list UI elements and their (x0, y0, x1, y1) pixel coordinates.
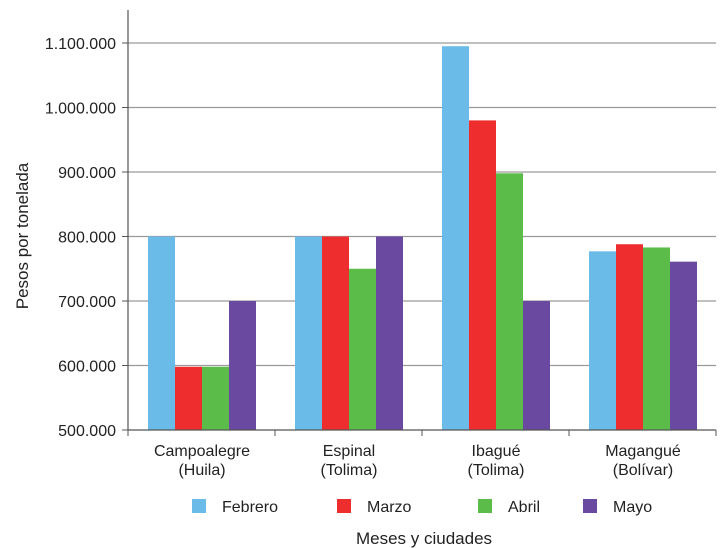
axes (127, 10, 717, 436)
legend: Febrero Marzo Abril Mayo (192, 499, 652, 516)
bar-marzo-2 (322, 236, 349, 430)
legend-label-mayo: Mayo (613, 499, 652, 516)
y-tick-label: 800.000 (58, 230, 116, 247)
y-axis-ticks: 500.000 600.000 700.000 800.000 900.000 1.000… (45, 36, 128, 440)
bar-febrero-1 (148, 236, 175, 430)
bar-mayo-3 (523, 301, 550, 430)
x-category-label: Espinal (323, 443, 375, 460)
bar-marzo-1 (175, 366, 202, 430)
bar-mayo-1 (229, 301, 256, 430)
y-tick-label: 1.000.000 (45, 101, 116, 118)
bars (148, 46, 697, 431)
x-category-sublabel: (Huila) (178, 462, 225, 479)
bar-abril-2 (349, 268, 376, 430)
bar-marzo-3 (469, 120, 496, 431)
x-category-label: Campoalegre (154, 443, 250, 460)
x-category-label: Magangué (605, 443, 681, 460)
bar-mayo-2 (376, 236, 403, 430)
legend-swatch-abril (478, 499, 492, 513)
legend-label-abril: Abril (508, 499, 540, 516)
bar-febrero-3 (442, 46, 469, 430)
bar-abril-1 (202, 366, 229, 430)
bar-febrero-2 (295, 236, 322, 430)
y-tick-label: 900.000 (58, 165, 116, 182)
bar-marzo-4 (616, 244, 643, 430)
y-tick-label: 1.100.000 (45, 36, 116, 53)
y-tick-label: 600.000 (58, 359, 116, 376)
y-axis-title: Pesos por tonelada (13, 162, 32, 309)
legend-swatch-febrero (192, 499, 206, 513)
legend-label-marzo: Marzo (367, 499, 412, 516)
y-tick-label: 700.000 (58, 294, 116, 311)
x-category-sublabel: (Bolívar) (613, 462, 673, 479)
bar-abril-4 (643, 247, 670, 430)
x-axis-categories: Campoalegre (Huila) Espinal (Tolima) Ibagué (… (154, 443, 681, 479)
x-category-label: Ibagué (472, 443, 521, 460)
x-axis-title: Meses y ciudades (356, 529, 492, 548)
bar-mayo-4 (670, 261, 697, 430)
legend-swatch-mayo (583, 499, 597, 513)
legend-label-febrero: Febrero (222, 499, 278, 516)
bar-febrero-4 (589, 251, 616, 430)
x-category-sublabel: (Tolima) (468, 462, 525, 479)
bar-abril-3 (496, 173, 523, 431)
y-tick-label: 500.000 (58, 423, 116, 440)
legend-swatch-marzo (337, 499, 351, 513)
x-category-sublabel: (Tolima) (321, 462, 378, 479)
